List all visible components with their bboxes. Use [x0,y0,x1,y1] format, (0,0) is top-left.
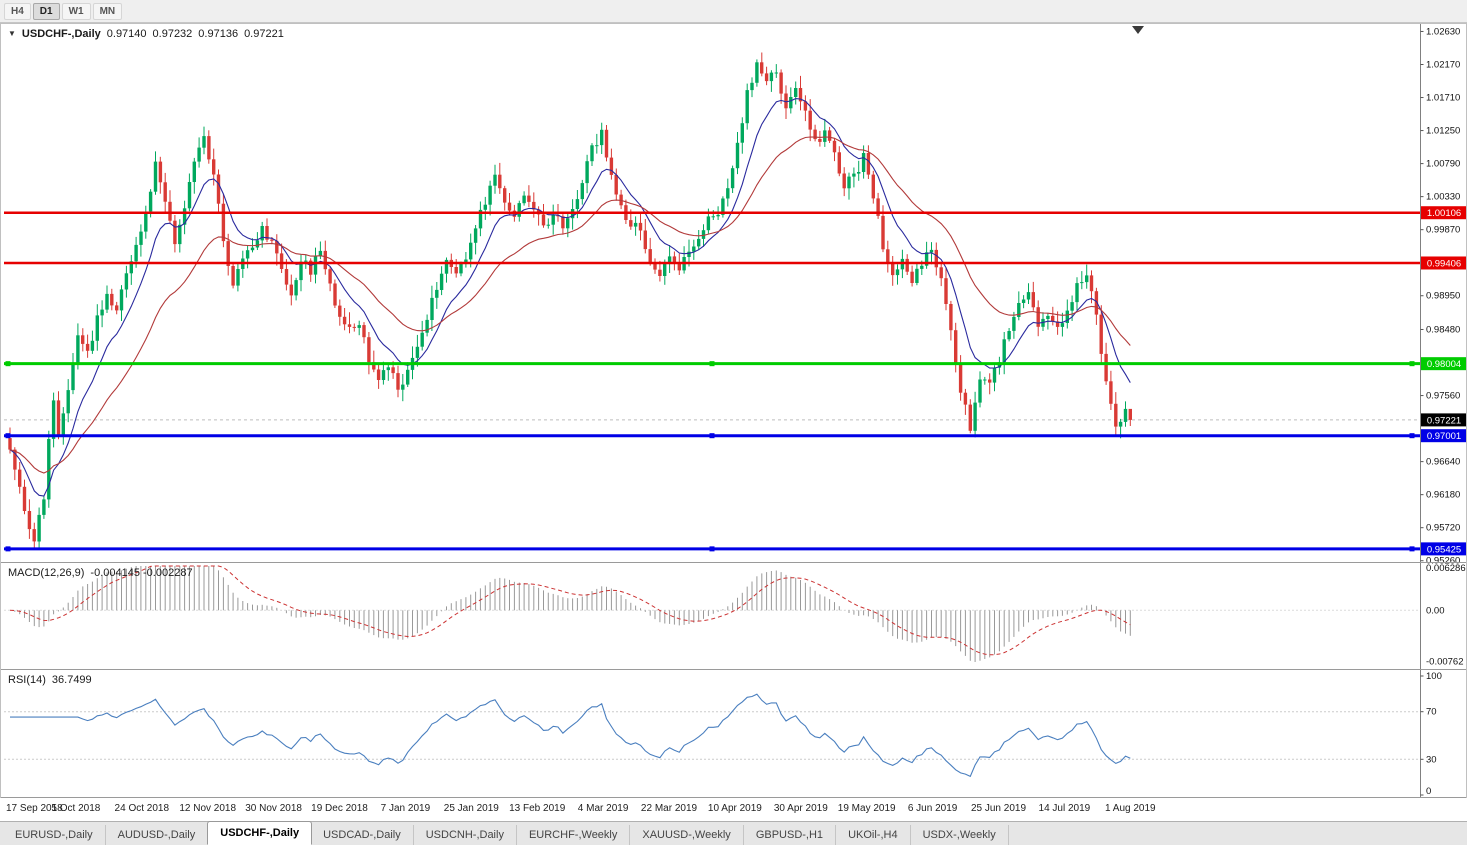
chart-tab-xauusd-weekly[interactable]: XAUUSD-,Weekly [630,825,744,845]
date-label: 25 Jan 2019 [443,803,499,814]
svg-text:70: 70 [1426,707,1437,718]
svg-text:0.98480: 0.98480 [1426,324,1460,335]
date-label: 13 Feb 2019 [509,803,566,814]
date-label: 10 Apr 2019 [707,803,762,814]
chart-tab-usdcad-daily[interactable]: USDCAD-,Daily [311,825,414,845]
svg-text:0.97001: 0.97001 [1427,431,1461,442]
date-label: 30 Nov 2018 [245,803,302,814]
price-badge-0.95425: 0.95425 [1421,542,1466,556]
price-chart[interactable]: 1.02630 1.02170 1.01710 1.01250 1.00790 1.003… [0,23,1467,798]
svg-text:0.98950: 0.98950 [1426,291,1460,302]
macd-label: MACD(12,26,9) -0.004145 -0.002287 [8,567,193,579]
chart-tab-audusd-daily[interactable]: AUDUSD-,Daily [106,825,209,845]
macd-values: -0.004145 -0.002287 [90,567,193,579]
price-axis[interactable]: 1.02630 1.02170 1.01710 1.01250 1.00790 1.003… [1420,26,1461,567]
chart-tab-usdcnh-daily[interactable]: USDCNH-,Daily [414,825,517,845]
svg-text:1.00106: 1.00106 [1427,208,1461,219]
timeframe-button-h4[interactable]: H4 [4,2,31,20]
svg-text:0.00: 0.00 [1426,605,1445,616]
date-label: 30 Apr 2019 [773,803,828,814]
price-close: 0.97221 [244,28,284,40]
rsi-value: 36.7499 [51,674,92,686]
svg-text:1.01710: 1.01710 [1426,93,1460,104]
svg-text:0.98004: 0.98004 [1427,359,1461,370]
chart-tab-gbpusd-h1[interactable]: GBPUSD-,H1 [744,825,837,845]
date-axis[interactable]: 17 Sep 2018 5 Oct 2018 24 Oct 2018 12 Nov 2… [0,798,1467,821]
price-badge-1.00106: 1.00106 [1421,206,1466,220]
timeframe-button-w1[interactable]: W1 [61,2,91,20]
chart-tabbar: EURUSD-,Daily AUDUSD-,Daily USDCHF-,Daily U… [0,821,1467,845]
date-label: 7 Jan 2019 [380,803,431,814]
date-label: 1 Aug 2019 [1104,803,1156,814]
chart-symbol-header: ▼ USDCHF-,Daily 0.97140 0.97232 0.97136 … [8,28,284,40]
svg-text:-0.00762: -0.00762 [1426,656,1464,667]
svg-text:0.95425: 0.95425 [1427,544,1461,555]
svg-text:1.02630: 1.02630 [1426,26,1460,37]
svg-text:1.00790: 1.00790 [1426,159,1460,170]
rsi-line [10,693,1131,778]
svg-text:1.00330: 1.00330 [1426,192,1460,203]
chart-tab-usdx-weekly[interactable]: USDX-,Weekly [911,825,1009,845]
date-label: 17 Sep 2018 [6,803,63,814]
date-label: 6 Jun 2019 [907,803,958,814]
macd-title: MACD(12,26,9) [8,567,85,579]
date-label: 19 Dec 2018 [311,803,368,814]
price-badge-0.99406: 0.99406 [1421,256,1466,270]
svg-text:1.02170: 1.02170 [1426,59,1460,70]
chart-tab-eurchf-weekly[interactable]: EURCHF-,Weekly [517,825,631,845]
price-open: 0.97140 [106,28,147,40]
date-label: 25 Jun 2019 [970,803,1027,814]
svg-text:0.97560: 0.97560 [1426,391,1460,402]
price-low: 0.97136 [198,28,239,40]
price-badge-0.98004: 0.98004 [1421,357,1466,371]
timeframe-toolbar: H4 D1 W1 MN [0,0,1467,23]
timeframe-button-d1[interactable]: D1 [32,2,60,20]
svg-text:1.01250: 1.01250 [1426,126,1460,137]
timeframe-button-mn[interactable]: MN [92,2,123,20]
symbol-dropdown-icon[interactable]: ▼ [8,29,16,38]
svg-text:0.99406: 0.99406 [1427,258,1461,269]
svg-text:0.99870: 0.99870 [1426,225,1460,236]
chart-shift-marker-icon[interactable] [1132,26,1144,34]
date-label: 12 Nov 2018 [179,803,237,814]
svg-text:0.96640: 0.96640 [1426,457,1460,468]
svg-text:0.97221: 0.97221 [1427,415,1461,426]
svg-text:0: 0 [1426,786,1431,797]
price-high: 0.97232 [152,28,193,40]
date-label: 19 May 2019 [837,803,896,814]
date-label: 4 Mar 2019 [577,803,629,814]
svg-text:0.006286: 0.006286 [1426,563,1466,574]
svg-text:30: 30 [1426,754,1437,765]
date-label: 14 Jul 2019 [1038,803,1091,814]
chart-tab-eurusd-daily[interactable]: EURUSD-,Daily [3,825,106,845]
svg-text:0.95720: 0.95720 [1426,523,1460,534]
svg-text:100: 100 [1426,671,1442,682]
macd-histogram [14,566,1131,662]
price-badge-0.97001: 0.97001 [1421,429,1466,443]
date-label: 24 Oct 2018 [114,803,170,814]
symbol-label: USDCHF-,Daily [21,28,101,40]
date-label: 22 Mar 2019 [640,803,698,814]
rsi-title: RSI(14) [8,674,46,686]
date-label: 5 Oct 2018 [51,803,101,814]
price-badge-0.97221: 0.97221 [1421,413,1466,427]
chart-tab-usdchf-daily[interactable]: USDCHF-,Daily [207,821,313,845]
svg-text:0.95260: 0.95260 [1426,556,1460,567]
chart-tab-ukoil-h4[interactable]: UKOil-,H4 [836,825,911,845]
svg-text:0.96180: 0.96180 [1426,490,1460,501]
rsi-label: RSI(14) 36.7499 [8,674,92,686]
